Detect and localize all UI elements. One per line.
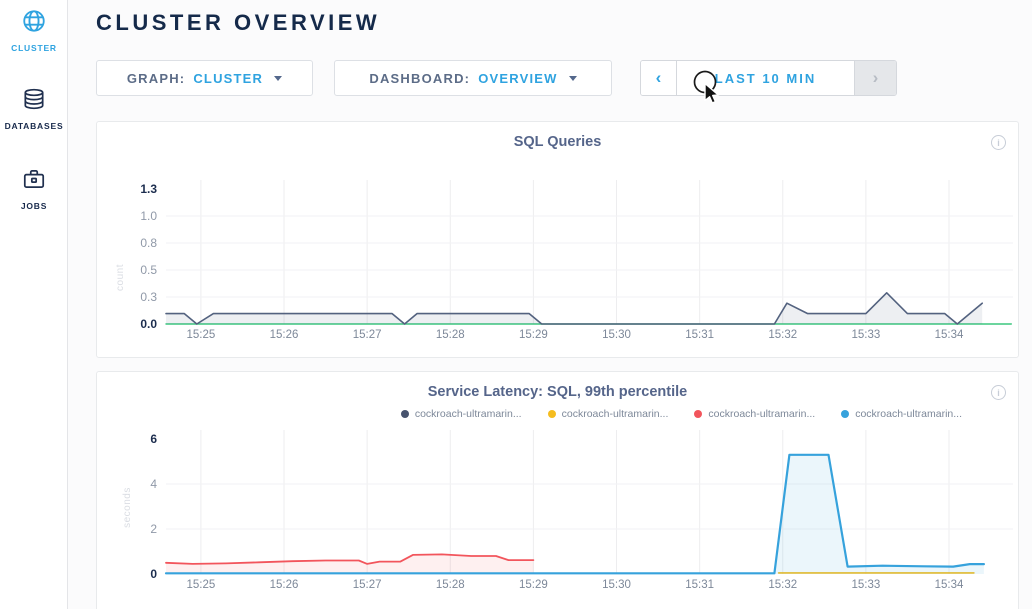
svg-text:15:27: 15:27 [353, 579, 382, 591]
chart-legend: cockroach-ultramarin... cockroach-ultrama… [400, 408, 962, 420]
time-window-next-button[interactable]: › [854, 61, 896, 95]
dashboard-dropdown-label: DASHBOARD: [369, 70, 471, 86]
svg-text:15:28: 15:28 [436, 329, 465, 341]
chart-title: Service Latency: SQL, 99th percentile [427, 384, 688, 400]
svg-text:6: 6 [150, 432, 157, 446]
svg-text:15:29: 15:29 [519, 579, 548, 591]
legend-label: cockroach-ultramarin... [855, 408, 962, 420]
svg-text:0.0: 0.0 [140, 317, 157, 331]
svg-text:15:25: 15:25 [187, 579, 216, 591]
sidebar-item-label: CLUSTER [11, 43, 57, 53]
svg-text:15:29: 15:29 [519, 329, 548, 341]
legend-dot-icon [547, 410, 556, 418]
svg-text:15:34: 15:34 [935, 579, 964, 591]
briefcase-icon [21, 166, 47, 197]
svg-text:15:25: 15:25 [187, 329, 216, 341]
sidebar-item-jobs[interactable]: JOBS [0, 166, 68, 211]
graph-dropdown-value: CLUSTER [193, 70, 264, 86]
svg-text:15:28: 15:28 [436, 579, 465, 591]
svg-text:15:32: 15:32 [768, 579, 797, 591]
chevron-down-icon [274, 75, 283, 81]
sidebar-item-cluster[interactable]: CLUSTER [0, 8, 68, 53]
svg-text:15:27: 15:27 [353, 329, 382, 341]
time-window-selector: ‹ LAST 10 MIN › [640, 60, 897, 96]
svg-text:1.0: 1.0 [140, 209, 157, 223]
legend-dot-icon [841, 410, 850, 418]
legend-item[interactable]: cockroach-ultramarin... [547, 408, 669, 420]
legend-item[interactable]: cockroach-ultramarin... [400, 408, 522, 420]
sidebar: CLUSTER DATABASES JOBS [0, 0, 68, 609]
svg-text:15:30: 15:30 [602, 579, 631, 591]
service-latency-chart: 15:25 15:26 15:27 15:28 15:29 15:30 15:31 15:32… [150, 430, 1013, 591]
svg-text:1.3: 1.3 [140, 182, 157, 196]
svg-text:0.3: 0.3 [140, 290, 157, 304]
sidebar-item-label: DATABASES [4, 121, 64, 131]
chart-title: SQL Queries [513, 134, 602, 150]
sql-queries-chart: 15:25 15:26 15:27 15:28 15:29 15:30 15:31 15:32… [140, 180, 1013, 341]
info-icon[interactable]: i [991, 385, 1006, 400]
svg-text:15:34: 15:34 [935, 329, 964, 341]
service-latency-card: Service Latency: SQL, 99th percentile i … [96, 371, 1019, 609]
time-window-prev-button[interactable]: ‹ [641, 61, 677, 95]
svg-text:2: 2 [150, 522, 157, 536]
chevron-right-icon: › [872, 68, 879, 87]
svg-text:15:26: 15:26 [270, 329, 299, 341]
svg-text:0.5: 0.5 [140, 263, 157, 277]
svg-text:15:31: 15:31 [685, 329, 714, 341]
legend-item[interactable]: cockroach-ultramarin... [694, 408, 815, 420]
legend-label: cockroach-ultramarin... [414, 408, 522, 420]
svg-text:4: 4 [150, 477, 157, 491]
svg-text:0: 0 [150, 567, 157, 581]
globe-icon [21, 8, 47, 39]
sql-queries-card: SQL Queries i count 15:25 15:26 15:27 15:28… [96, 121, 1019, 358]
svg-text:15:32: 15:32 [768, 329, 797, 341]
svg-text:15:26: 15:26 [270, 579, 299, 591]
legend-dot-icon [694, 410, 703, 418]
chevron-down-icon [568, 75, 577, 81]
chevron-left-icon: ‹ [655, 68, 662, 87]
graph-dropdown[interactable]: GRAPH: CLUSTER [96, 60, 313, 96]
legend-label: cockroach-ultramarin... [561, 408, 669, 420]
dashboard-dropdown[interactable]: DASHBOARD: OVERVIEW [334, 60, 612, 96]
dashboard-dropdown-value: OVERVIEW [478, 70, 558, 86]
svg-text:0.8: 0.8 [140, 236, 157, 250]
legend-item[interactable]: cockroach-ultramarin... [841, 408, 962, 420]
sidebar-item-databases[interactable]: DATABASES [0, 86, 68, 131]
svg-text:15:31: 15:31 [685, 579, 714, 591]
graph-dropdown-label: GRAPH: [126, 70, 186, 86]
legend-label: cockroach-ultramarin... [708, 408, 816, 420]
sidebar-item-label: JOBS [20, 201, 48, 211]
svg-text:15:33: 15:33 [851, 579, 880, 591]
page-title: CLUSTER OVERVIEW [96, 10, 381, 35]
info-icon[interactable]: i [991, 135, 1006, 150]
databases-icon [21, 86, 47, 117]
legend-dot-icon [400, 410, 409, 418]
svg-text:15:30: 15:30 [602, 329, 631, 341]
svg-text:15:33: 15:33 [851, 329, 880, 341]
time-window-label[interactable]: LAST 10 MIN [677, 61, 854, 95]
